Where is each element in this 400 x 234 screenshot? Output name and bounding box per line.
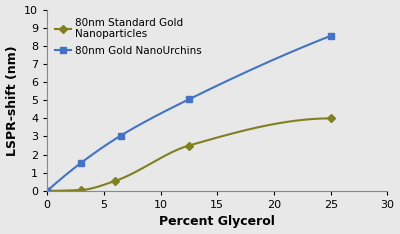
Legend: 80nm Standard Gold
Nanoparticles, 80nm Gold NanoUrchin​s: 80nm Standard Gold Nanoparticles, 80nm G… <box>52 15 205 59</box>
Y-axis label: LSPR-shift (nm): LSPR-shift (nm) <box>6 45 18 156</box>
X-axis label: Percent Glycerol: Percent Glycerol <box>159 216 275 228</box>
